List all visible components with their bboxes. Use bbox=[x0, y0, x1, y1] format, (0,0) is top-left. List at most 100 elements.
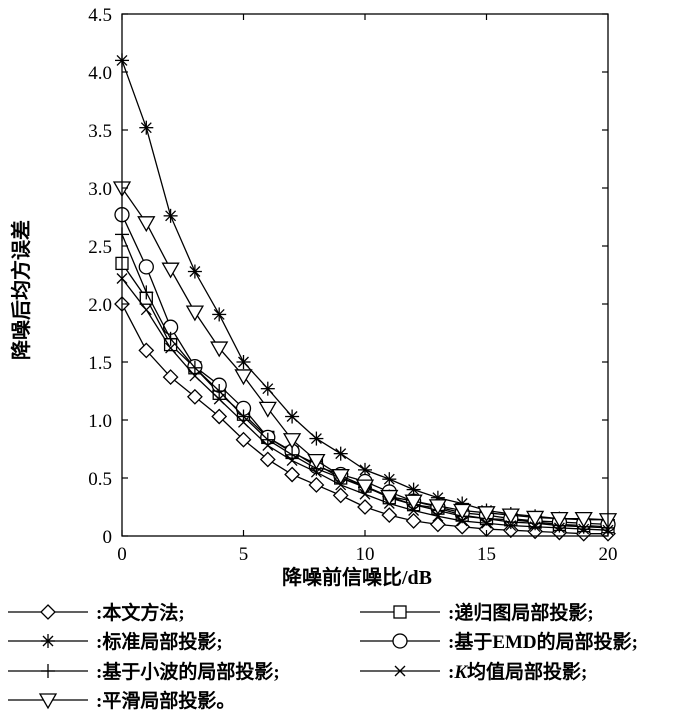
data-point bbox=[286, 455, 298, 467]
data-point bbox=[262, 440, 274, 451]
data-point bbox=[165, 342, 177, 354]
diamond-marker bbox=[405, 513, 422, 529]
data-point bbox=[309, 431, 324, 446]
data-point bbox=[212, 307, 227, 322]
x-tick-label: 15 bbox=[477, 544, 496, 565]
data-point bbox=[213, 393, 225, 405]
triangle-marker bbox=[38, 693, 58, 710]
triangle-marker bbox=[380, 489, 399, 506]
series-line bbox=[121, 60, 608, 521]
x-marker-b bbox=[213, 393, 225, 405]
star-marker-b bbox=[383, 473, 395, 485]
y-tick-label: 1.5 bbox=[88, 353, 112, 374]
x-tick-label: 10 bbox=[356, 544, 375, 565]
legend-label: :递归图局部投影; bbox=[448, 601, 594, 624]
x-marker-b bbox=[310, 466, 322, 478]
legend-label-text: 基于小波的局部投影; bbox=[101, 660, 279, 683]
diamond-marker bbox=[40, 604, 56, 620]
circle-marker bbox=[392, 633, 408, 649]
legend-label: :本文方法; bbox=[96, 601, 185, 624]
x-marker-b bbox=[456, 515, 468, 527]
x-tick-label: 20 bbox=[599, 544, 618, 565]
data-point bbox=[41, 664, 55, 678]
diamond-marker bbox=[211, 408, 228, 425]
data-point bbox=[381, 507, 398, 524]
legend-label-text: 递归图局部投影; bbox=[454, 601, 593, 624]
legend-separator: : bbox=[448, 662, 454, 683]
square-marker bbox=[393, 605, 407, 619]
legend-separator: : bbox=[96, 632, 102, 653]
data-point bbox=[432, 510, 444, 522]
data-point bbox=[140, 304, 152, 316]
star-marker-b bbox=[310, 433, 322, 445]
star-marker-b bbox=[335, 448, 347, 460]
axes-layer: 0 5 10 15 20 0 0.5 1.0 1.5 2.0 2.5 3.0 3.5 4.0 4.5 bbox=[88, 5, 617, 565]
triangle-marker bbox=[404, 494, 423, 511]
data-point bbox=[453, 503, 472, 520]
triangle-marker bbox=[210, 341, 229, 358]
data-point bbox=[212, 384, 227, 398]
legend-italic-prefix: K bbox=[453, 662, 468, 683]
star-marker-b bbox=[213, 308, 225, 320]
data-point bbox=[502, 522, 519, 539]
data-point bbox=[238, 416, 249, 428]
y-tick-label: 0 bbox=[103, 527, 113, 548]
data-point bbox=[163, 208, 178, 223]
x-marker-b bbox=[578, 523, 590, 535]
star-marker-b bbox=[262, 383, 274, 395]
legend-label: :平滑局部投影。 bbox=[96, 689, 235, 712]
data-point bbox=[333, 446, 348, 461]
y-tick-label: 3.5 bbox=[88, 121, 112, 142]
legend-label: :基于EMD的局部投影; bbox=[448, 630, 638, 653]
legend-label-text: 平滑局部投影。 bbox=[102, 689, 235, 712]
data-point bbox=[392, 633, 408, 649]
star-marker-b bbox=[238, 356, 249, 368]
diamond-marker bbox=[308, 477, 325, 493]
star-marker-b bbox=[359, 464, 371, 476]
data-point bbox=[308, 477, 325, 493]
star-marker-b bbox=[140, 122, 152, 134]
data-point bbox=[454, 518, 471, 535]
x-axis-title: 降噪前信噪比/dB bbox=[282, 565, 432, 589]
triangle-marker bbox=[282, 433, 302, 450]
data-point bbox=[40, 604, 56, 620]
data-point bbox=[137, 216, 156, 233]
y-tick-label: 4.5 bbox=[88, 5, 112, 26]
triangle-marker bbox=[258, 401, 277, 418]
data-point bbox=[260, 381, 275, 396]
diamond-marker bbox=[259, 451, 276, 468]
series-2 bbox=[115, 53, 615, 527]
series-layer bbox=[112, 53, 618, 542]
data-point bbox=[285, 447, 300, 462]
triangle-marker bbox=[525, 510, 545, 527]
legend-item-3: :基于EMD的局部投影; bbox=[360, 630, 638, 653]
triangle-marker bbox=[137, 216, 156, 233]
legend-item-1: :递归图局部投影; bbox=[360, 601, 594, 624]
data-point bbox=[456, 515, 468, 527]
legend-item-5: :K均值局部投影; bbox=[360, 660, 587, 683]
x-marker-b bbox=[140, 304, 152, 316]
diamond-marker bbox=[284, 466, 301, 483]
y-tick-label: 3.0 bbox=[88, 179, 112, 200]
star-marker-b bbox=[189, 266, 201, 277]
diamond-marker bbox=[502, 522, 519, 539]
data-point bbox=[380, 489, 399, 506]
x-tick-label: 5 bbox=[239, 544, 249, 565]
data-point bbox=[38, 693, 58, 710]
x-tick-label: 0 bbox=[117, 544, 127, 565]
data-point bbox=[382, 472, 397, 487]
data-point bbox=[282, 433, 302, 450]
data-point bbox=[138, 259, 154, 275]
x-marker-b bbox=[165, 342, 177, 354]
y-axis-title: 降噪后均方误差 bbox=[9, 220, 33, 360]
legend-label-text: 基于EMD的局部投影; bbox=[453, 630, 638, 653]
diamond-marker bbox=[138, 342, 155, 359]
data-point bbox=[505, 520, 517, 532]
x-marker-b bbox=[262, 440, 274, 451]
x-marker-b bbox=[238, 416, 249, 428]
triangle-marker bbox=[234, 369, 253, 386]
data-point bbox=[234, 369, 253, 386]
circle-marker bbox=[138, 259, 154, 275]
y-tick-label: 0.5 bbox=[88, 469, 112, 490]
